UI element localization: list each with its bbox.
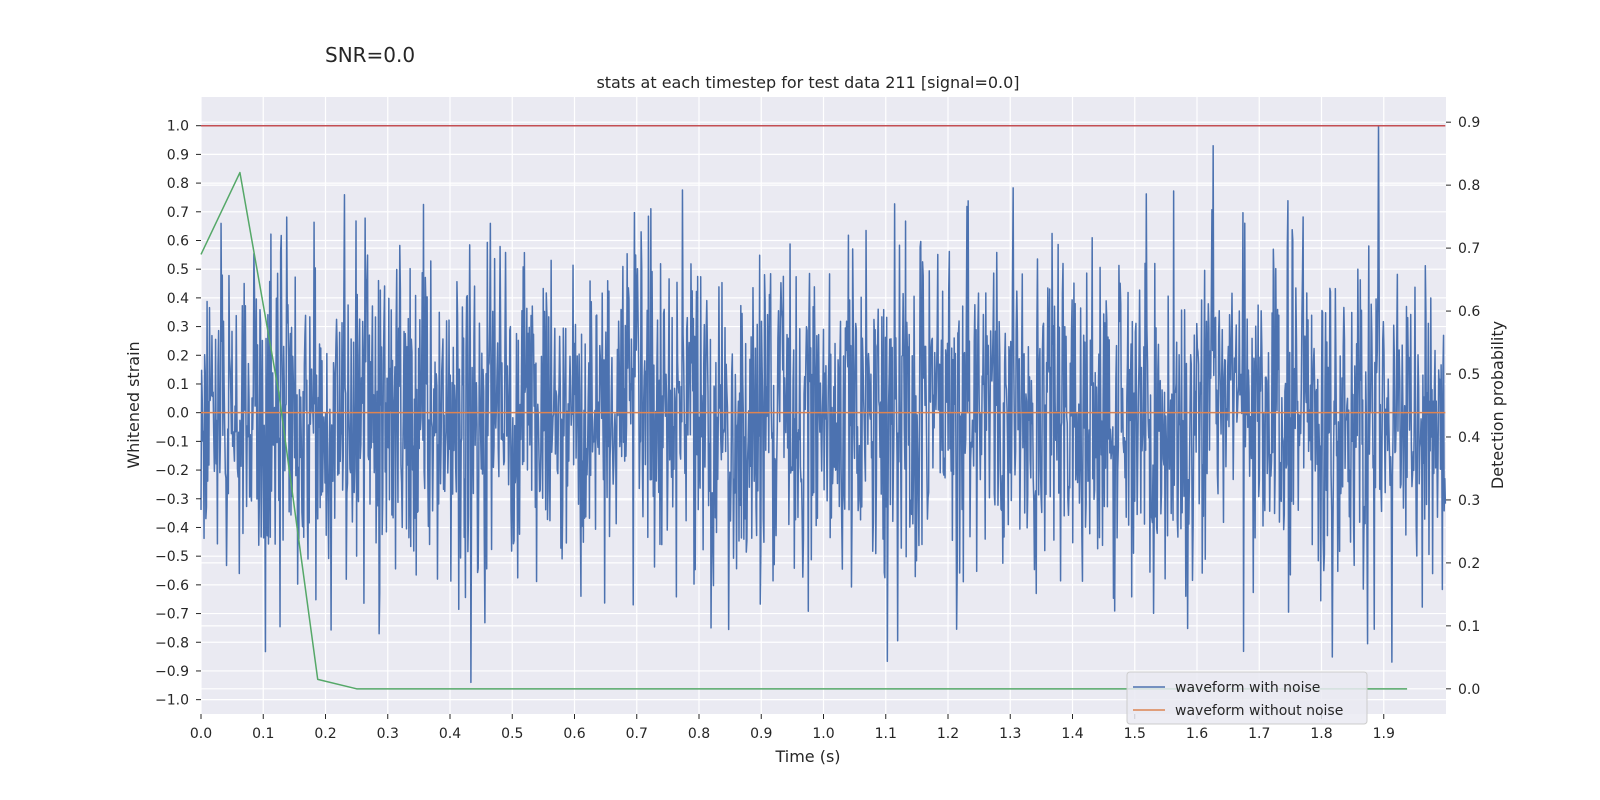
x-tick-label: 0.7 [626,726,648,742]
y-tick-label: −0.8 [155,635,189,651]
x-tick-label: 1.8 [1310,726,1332,742]
y-tick-label: 0.4 [167,291,189,307]
x-axis-ticks: 0.0 0.1 0.2 0.3 0.4 0.5 0.6 0.7 0.8 0.9 1.0 1.1 1.2 1… [190,714,1395,742]
y-axis-ticks: 1.0 0.9 0.8 0.7 0.6 0.5 0.4 0.3 0.2 0.1 0.0 −0.1 −0.… [155,119,201,709]
y-right-axis-label: Detection probability [1488,321,1507,489]
x-axis-label: Time (s) [774,747,840,766]
x-tick-label: 0.1 [252,726,274,742]
y-right-tick-label: 0.6 [1458,304,1480,320]
y-right-tick-label: 0.1 [1458,619,1480,635]
y-tick-label: −0.4 [155,520,189,536]
y-tick-label: 0.3 [167,320,189,336]
x-tick-label: 0.9 [750,726,772,742]
y-tick-label: −0.5 [155,549,189,565]
x-tick-label: 0.3 [377,726,399,742]
snr-suptitle: SNR=0.0 [325,43,415,67]
y-right-tick-label: 0.2 [1458,556,1480,572]
y-tick-label: −0.2 [155,463,189,479]
y-tick-label: 1.0 [167,119,189,135]
legend-box [1126,671,1368,725]
y-tick-label: 0.9 [167,147,189,163]
y-tick-label: −0.3 [155,492,189,508]
y-right-tick-label: 0.5 [1458,367,1480,383]
y-right-tick-label: 0.7 [1458,241,1480,257]
x-tick-label: 1.7 [1248,726,1270,742]
y-right-tick-label: 0.3 [1458,493,1480,509]
x-tick-label: 1.3 [999,726,1021,742]
x-tick-label: 1.1 [875,726,897,742]
x-tick-label: 1.9 [1373,726,1395,742]
y-right-axis-ticks: 0.9 0.8 0.7 0.6 0.5 0.4 0.3 0.2 0.1 0.0 [1446,115,1480,698]
x-tick-label: 0.6 [563,726,585,742]
y-right-tick-label: 0.0 [1458,682,1480,698]
y-tick-label: 0.5 [167,262,189,278]
y-tick-label: −0.9 [155,664,189,680]
x-tick-label: 0.2 [314,726,336,742]
y-tick-label: 0.8 [167,176,189,192]
y-tick-label: −1.0 [155,693,189,709]
legend: waveform with noise waveform without nois… [1126,671,1368,725]
x-tick-label: 1.5 [1124,726,1146,742]
x-tick-label: 1.4 [1061,726,1083,742]
y-tick-label: 0.1 [167,377,189,393]
y-tick-label: −0.1 [155,434,189,450]
x-tick-label: 1.0 [812,726,834,742]
series-line-waveform-with-noise [200,124,1447,684]
x-tick-label: 0.8 [688,726,710,742]
y-tick-label: −0.6 [155,578,189,594]
y-right-tick-label: 0.8 [1458,178,1480,194]
x-tick-label: 1.2 [937,726,959,742]
legend-label: waveform without noise [1175,703,1343,719]
y-tick-label: 0.7 [167,205,189,221]
x-tick-label: 0.5 [501,726,523,742]
y-right-tick-label: 0.4 [1458,430,1480,446]
x-tick-label: 0.4 [439,726,461,742]
x-tick-label: 0.0 [190,726,212,742]
y-axis-label: Whitened strain [124,341,143,468]
x-tick-label: 1.6 [1186,726,1208,742]
series-layer [200,124,1447,690]
y-tick-label: 0.6 [167,233,189,249]
y-right-tick-label: 0.9 [1458,115,1480,131]
chart-title: stats at each timestep for test data 211… [596,73,1019,92]
y-tick-label: −0.7 [155,607,189,623]
legend-label: waveform with noise [1175,680,1320,696]
y-tick-label: 0.2 [167,348,189,364]
y-tick-label: 0.0 [167,406,189,422]
